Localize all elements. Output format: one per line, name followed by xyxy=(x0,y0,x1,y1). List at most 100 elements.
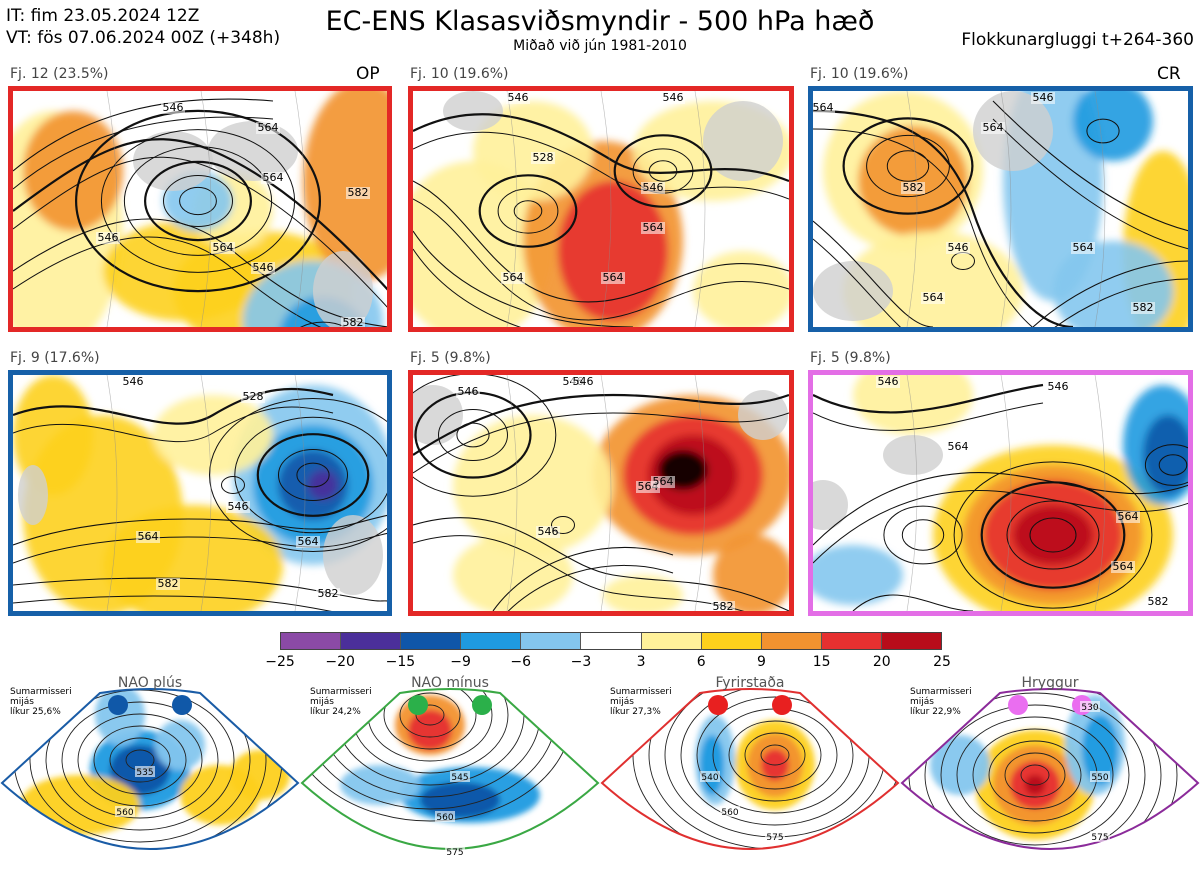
contour-label: 575 xyxy=(446,848,463,858)
contour-label-bg xyxy=(341,317,365,327)
height-contour xyxy=(13,387,334,425)
contour-label: 575 xyxy=(1091,833,1108,843)
colorbar-segment xyxy=(281,633,342,649)
contour-label: 564 xyxy=(138,530,159,543)
anomaly-area xyxy=(473,101,593,201)
contour-label-bg xyxy=(96,232,120,244)
contour-label-bg xyxy=(251,262,275,274)
regime-note: Sumarmisseri mijás líkur 27,3% xyxy=(610,687,672,717)
regime-note: Sumarmisseri mijás líkur 25,6% xyxy=(10,687,72,717)
height-contour xyxy=(813,402,1044,431)
height-contour xyxy=(1054,278,1188,327)
graticule-line xyxy=(906,91,918,327)
height-contour xyxy=(1020,764,1050,786)
height-contour xyxy=(813,109,1074,327)
regime-note: Sumarmisseri mijás líkur 22,9% xyxy=(910,687,972,717)
graticule-line xyxy=(600,375,612,611)
land-mask xyxy=(813,261,893,321)
contour-label: 564 xyxy=(263,171,284,184)
height-contour xyxy=(13,156,387,308)
height-contour xyxy=(492,546,674,611)
colorbar-segment xyxy=(401,633,462,649)
contour-label-bg xyxy=(981,122,1005,134)
regime-blocking: 540 560 575 Fyrirstaða Sumarmisseri mijás lí… xyxy=(600,675,900,871)
height-contour xyxy=(278,449,348,501)
height-contour xyxy=(209,398,387,552)
height-contour xyxy=(1086,118,1120,144)
anomaly-area xyxy=(308,470,338,500)
geopotential-map: 564 564 582 546 564 564 546 582 xyxy=(813,91,1188,327)
regime-nao-plus: 535 560 NAO plús Sumarmisseri mijás líkur 2… xyxy=(0,675,300,871)
anomaly-area xyxy=(420,782,500,818)
contour-label: 582 xyxy=(713,600,734,611)
graticule-line xyxy=(106,375,118,611)
height-contour xyxy=(1158,454,1188,476)
contour-label-bg xyxy=(346,187,370,199)
contour-label: 582 xyxy=(158,577,179,590)
contour-label-bg xyxy=(531,152,555,164)
height-contour xyxy=(1032,260,1188,327)
regime-title: NAO mínus xyxy=(411,675,489,691)
height-contour xyxy=(1144,444,1188,486)
land-mask xyxy=(18,465,48,525)
height-contour xyxy=(13,595,332,611)
height-contour xyxy=(74,109,322,293)
height-contour xyxy=(13,577,387,602)
page-subtitle: Miðað við jún 1981-2010 xyxy=(513,38,687,54)
height-contour xyxy=(744,732,806,778)
graticule-line xyxy=(1094,91,1106,327)
colorbar-tick-label: 25 xyxy=(933,654,951,670)
contour-label: 546 xyxy=(458,385,479,398)
colorbar-segment xyxy=(821,633,882,649)
contour-label: 546 xyxy=(253,261,274,274)
contour-label-bg xyxy=(711,601,735,611)
anomaly-area xyxy=(340,765,420,805)
height-contour xyxy=(413,393,789,456)
colorbar-tick-label: −25 xyxy=(265,654,295,670)
graticule-line xyxy=(294,375,306,611)
colorbar-tick-label: 3 xyxy=(636,654,646,670)
cluster-map-2: 546 528 546 564 564 564 546 xyxy=(408,86,794,332)
contour-label: 546 xyxy=(538,525,559,538)
land-mask xyxy=(883,435,943,475)
regime-outline xyxy=(0,688,300,850)
height-contour xyxy=(413,113,789,183)
land-mask xyxy=(208,121,298,181)
anomaly-area xyxy=(453,415,613,555)
panel-1-label: Fj. 12 (23.5%) xyxy=(10,66,109,82)
anomaly-area xyxy=(853,375,973,435)
height-contour xyxy=(852,594,974,611)
height-contour xyxy=(886,150,930,182)
contour-label: 564 xyxy=(813,101,834,114)
panel-2-label: Fj. 10 (19.6%) xyxy=(410,66,509,82)
graticule-line xyxy=(200,91,212,327)
colorbar-segment xyxy=(761,633,822,649)
contour-label-bg xyxy=(261,172,285,184)
contour-label-bg xyxy=(256,122,280,134)
height-contour xyxy=(648,689,898,849)
height-contour xyxy=(144,160,253,242)
contour-label: 546 xyxy=(163,101,184,114)
land-mask xyxy=(313,251,373,327)
height-contour xyxy=(696,696,854,814)
regime-nao-minus: 545 560 575 NAO mínus Sumarmisseri mijás lík… xyxy=(300,675,600,871)
height-contour xyxy=(648,160,678,182)
contour-label: 560 xyxy=(721,808,738,818)
height-contour xyxy=(813,128,1034,327)
height-contour xyxy=(956,716,1114,834)
contour-label: 564 xyxy=(503,271,524,284)
contour-label: 582 xyxy=(1133,301,1154,314)
contour-label-bg xyxy=(765,831,785,842)
panel-5-label: Fj. 5 (9.8%) xyxy=(410,350,491,366)
height-contour xyxy=(383,689,477,750)
contour-label-bg xyxy=(1131,302,1155,314)
contour-label: 546 xyxy=(878,375,899,388)
anomaly-area xyxy=(713,535,789,611)
colorbar-tick-label: 9 xyxy=(756,654,766,670)
contour-label: 564 xyxy=(653,475,674,488)
geopotential-map: 546546564564546564546564582582 xyxy=(13,91,387,327)
contour-label: 546 xyxy=(228,500,249,513)
contour-label-bg xyxy=(1031,92,1055,104)
contour-label: 530 xyxy=(1081,703,1098,713)
